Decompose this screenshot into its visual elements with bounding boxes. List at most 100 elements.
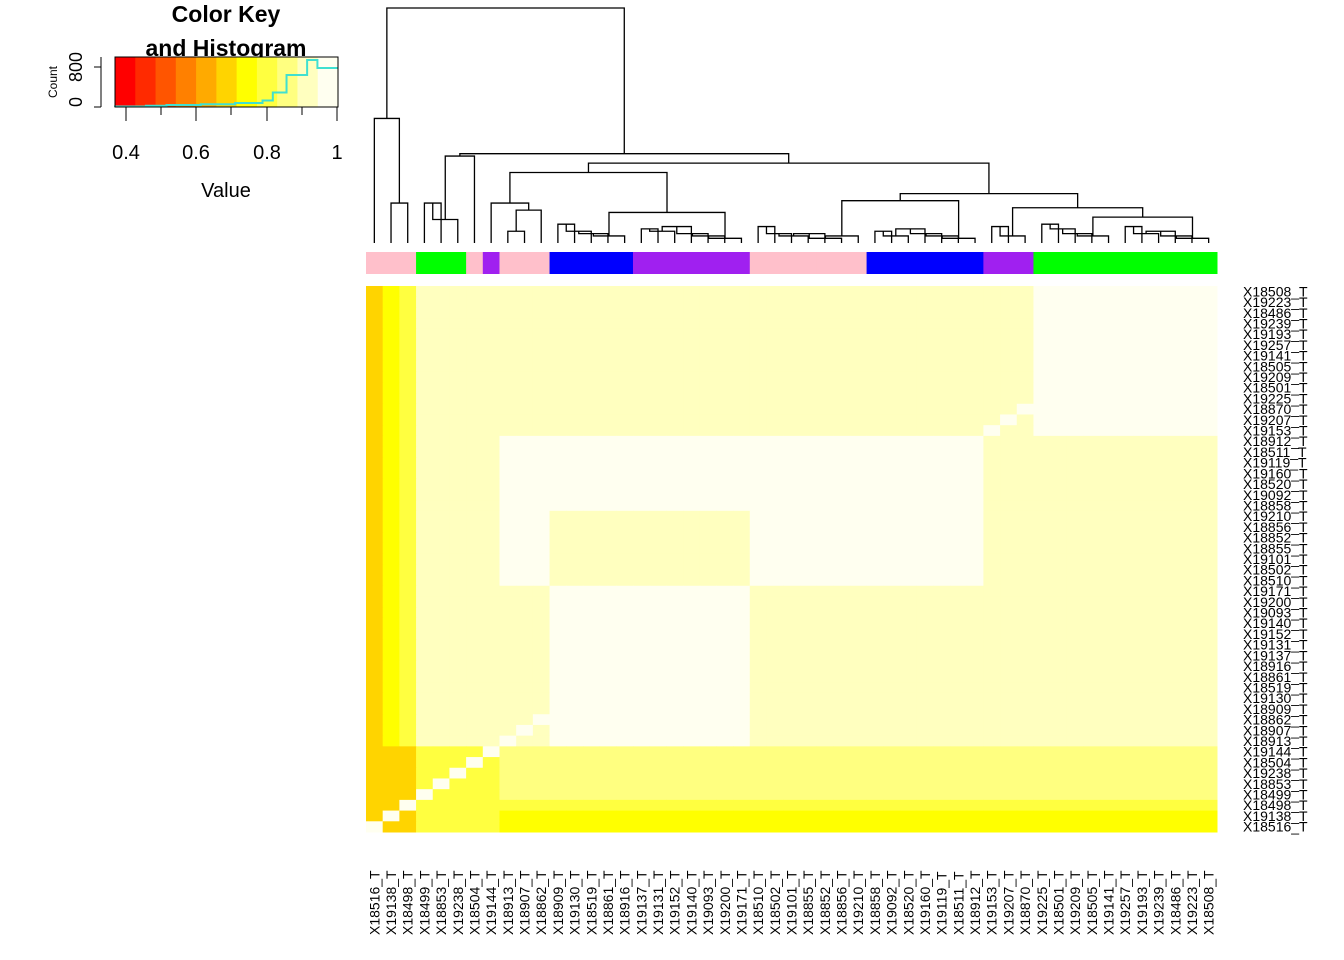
heatmap-cell <box>1133 532 1151 544</box>
column-group-swatch <box>1083 252 1101 274</box>
heatmap-cell <box>866 767 884 779</box>
heatmap-cell <box>1000 724 1018 737</box>
heatmap-cell <box>1033 425 1051 437</box>
heatmap-cell <box>649 478 667 490</box>
heatmap-cell <box>1166 403 1185 415</box>
heatmap-cell <box>449 371 467 383</box>
heatmap-cell <box>833 639 851 651</box>
heatmap-cell <box>799 328 818 341</box>
heatmap-cell <box>799 350 818 362</box>
column-group-swatch <box>1116 252 1135 274</box>
heatmap-cell <box>416 553 434 565</box>
heatmap-cell <box>966 521 984 533</box>
heatmap-cell <box>549 403 567 415</box>
heatmap-cell <box>699 307 717 319</box>
heatmap-cell <box>883 639 901 651</box>
heatmap-cell <box>649 286 667 298</box>
heatmap-cell <box>1116 318 1135 330</box>
heatmap-cell <box>1166 789 1185 801</box>
heatmap-cell <box>632 468 651 480</box>
heatmap-cell <box>582 307 601 319</box>
heatmap-cell <box>916 414 934 426</box>
heatmap-cell <box>632 575 651 587</box>
heatmap-cell <box>683 767 701 779</box>
heatmap-cell <box>950 339 968 351</box>
heatmap-cell <box>683 746 701 758</box>
heatmap-cell <box>649 307 667 319</box>
heatmap-cell <box>1000 446 1018 458</box>
heatmap-cell <box>1183 510 1201 523</box>
heatmap-cell <box>1116 478 1135 490</box>
heatmap-cell <box>916 542 934 555</box>
heatmap-cell <box>950 682 968 694</box>
heatmap-cell <box>1000 617 1018 630</box>
heatmap-cell <box>966 500 984 512</box>
heatmap-cell <box>1000 307 1018 319</box>
heatmap-cell <box>983 703 1001 715</box>
heatmap-cell <box>799 435 818 448</box>
heatmap-cell <box>1166 371 1185 383</box>
heatmap-cell <box>699 286 717 298</box>
heatmap-cell <box>1150 532 1168 544</box>
heatmap-cell <box>1000 286 1018 298</box>
heatmap-cell <box>1050 521 1068 533</box>
heatmap-cell <box>666 350 684 362</box>
heatmap-cell <box>1050 628 1068 640</box>
heatmap-cell <box>766 767 784 779</box>
heatmap-cell <box>950 446 968 458</box>
heatmap-cell <box>883 682 901 694</box>
heatmap-cell <box>1200 542 1218 555</box>
heatmap-cell <box>549 446 567 458</box>
heatmap-cell <box>516 789 534 801</box>
heatmap-cell <box>1050 296 1068 308</box>
heatmap-cell <box>1150 564 1168 576</box>
heatmap-cell <box>950 457 968 469</box>
heatmap-cell <box>766 371 784 383</box>
heatmap-cell <box>1183 478 1201 490</box>
heatmap-cell <box>866 724 884 737</box>
heatmap-cell <box>1083 660 1101 672</box>
heatmap-cell <box>466 446 484 458</box>
heatmap-cell <box>1033 489 1051 501</box>
heatmap-cell <box>1066 564 1085 576</box>
heatmap-cell <box>1183 489 1201 501</box>
heatmap-cell <box>1016 318 1034 330</box>
heatmap-cell <box>916 328 934 341</box>
heatmap-cell <box>499 821 517 833</box>
heatmap-cell <box>1083 746 1101 758</box>
heatmap-cell <box>899 403 918 415</box>
heatmap-cell <box>683 328 701 341</box>
heatmap-cell <box>366 489 384 501</box>
heatmap-cell <box>616 425 634 437</box>
heatmap-cell <box>499 328 517 341</box>
heatmap-cell <box>416 339 434 351</box>
heatmap-cell <box>916 724 934 737</box>
heatmap-cell <box>1116 714 1135 726</box>
heatmap-cell <box>1033 350 1051 362</box>
heatmap-cell <box>1050 425 1068 437</box>
heatmap-cell <box>699 714 717 726</box>
heatmap-cell <box>482 296 500 308</box>
heatmap-cell <box>783 735 801 747</box>
row-label: X18501_T <box>1243 380 1308 396</box>
heatmap-cell <box>549 692 567 705</box>
heatmap-cell <box>849 789 868 801</box>
heatmap-cell <box>1150 435 1168 448</box>
heatmap-cell <box>366 767 384 779</box>
column-label: X19160_T <box>917 870 933 935</box>
heatmap-cell <box>966 489 984 501</box>
heatmap-cell <box>883 735 901 747</box>
heatmap-cell <box>1166 564 1185 576</box>
heatmap-cell <box>933 532 951 544</box>
heatmap-cell <box>1150 328 1168 341</box>
heatmap-cell <box>549 414 567 426</box>
heatmap-cell <box>532 585 551 597</box>
heatmap-cell <box>632 446 651 458</box>
heatmap-cell <box>516 350 534 362</box>
heatmap-cell <box>716 478 734 490</box>
heatmap-cell <box>366 692 384 705</box>
heatmap-cell <box>683 821 701 833</box>
heatmap-cell <box>1016 810 1034 822</box>
heatmap-cell <box>749 360 767 373</box>
heatmap-cell <box>432 457 450 469</box>
